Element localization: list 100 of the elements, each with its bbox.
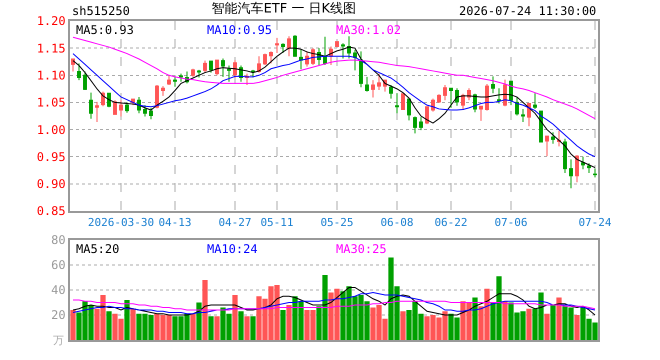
candlestick (89, 92, 93, 120)
y-tick-label: 1.10 (36, 68, 66, 82)
candlestick (275, 37, 279, 54)
bar (130, 308, 136, 340)
x-tick-label: 04-27 (218, 216, 252, 230)
candlestick (167, 74, 171, 86)
candlestick (143, 104, 147, 118)
bar (286, 305, 292, 340)
candlestick (365, 76, 369, 92)
y-tick-label: 40 (51, 283, 66, 298)
bar (280, 310, 286, 340)
text: 2026-07-24 11:30:00 (459, 4, 596, 18)
candlestick (359, 50, 363, 88)
candlestick (221, 58, 225, 78)
x-tick-label: 2026-03-30 (88, 216, 154, 230)
text: MA10:0.95 (207, 23, 272, 37)
candlestick (545, 136, 549, 157)
candlestick (521, 108, 525, 122)
text: sh515250 (72, 4, 130, 18)
candlestick (281, 42, 285, 54)
candlestick (335, 40, 339, 48)
candlestick (395, 92, 399, 114)
text: MA30:1.02 (336, 23, 402, 37)
x-tick-label: 06-22 (434, 216, 468, 230)
candlestick (497, 88, 501, 104)
candlestick (101, 91, 105, 107)
candlestick (209, 60, 213, 74)
candlestick (173, 76, 177, 88)
candlestick (197, 69, 201, 78)
candlestick (527, 102, 531, 127)
text: MA5:20 (76, 242, 120, 256)
candlestick (503, 79, 507, 107)
candlestick (179, 73, 183, 82)
line-series (72, 292, 596, 314)
candlestick (71, 58, 75, 72)
candlestick (233, 60, 237, 78)
bar (526, 308, 532, 340)
line-series (72, 287, 596, 316)
candlestick (305, 50, 309, 68)
bar (544, 314, 550, 340)
candlestick (77, 62, 81, 81)
y-tick-label: 0.85 (36, 204, 66, 218)
bar (214, 316, 220, 340)
candlestick (449, 88, 453, 108)
candlestick (263, 53, 267, 66)
candlestick (137, 96, 141, 114)
bar (400, 311, 406, 340)
candlestick (257, 56, 261, 74)
candlestick (119, 100, 123, 118)
candlestick (515, 96, 519, 116)
candlestick (563, 138, 567, 174)
candlestick (203, 60, 207, 74)
candlestick (491, 76, 495, 94)
bar (574, 315, 580, 340)
candlestick (323, 36, 327, 66)
candlestick (539, 110, 543, 143)
chart-title: 智能汽车ETF 一 日K线图 (212, 2, 356, 17)
candlestick (161, 86, 165, 96)
candlestick (407, 98, 411, 121)
candlestick (569, 158, 573, 189)
y-tick-label: 1.20 (36, 14, 66, 28)
x-tick-label: 04-13 (158, 216, 192, 230)
candlestick (227, 65, 231, 82)
candlestick (347, 36, 351, 59)
candlestick (287, 36, 291, 57)
candlestick (113, 100, 117, 115)
candlestick (377, 73, 381, 90)
candlestick (389, 84, 393, 100)
candlestick (485, 83, 489, 112)
candlestick (95, 101, 99, 122)
bar (244, 316, 250, 340)
candlestick (125, 102, 129, 114)
candlestick (371, 80, 375, 98)
x-tick-label: 07-06 (494, 216, 528, 230)
candlestick (587, 162, 591, 174)
candlestick (455, 88, 459, 106)
candlestick (341, 42, 345, 59)
candlestick (269, 50, 273, 64)
candlestick (479, 105, 483, 122)
y-tick-label: 1.05 (36, 96, 66, 110)
y-tick-label: 80 (51, 233, 66, 248)
candlestick (401, 92, 405, 111)
candlestick (107, 92, 111, 108)
candlestick (467, 88, 471, 101)
y-tick-label: 1.00 (36, 122, 66, 137)
y-axis-title: 万 (53, 334, 64, 347)
line-series (72, 300, 596, 310)
text: MA30:25 (336, 242, 387, 256)
bar (250, 316, 256, 340)
candlestick (431, 98, 435, 112)
candlestick (551, 132, 555, 144)
y-tick-label: 0.90 (36, 177, 66, 192)
y-tick-label: 1.15 (36, 41, 66, 56)
bar (208, 316, 214, 340)
candlestick (425, 106, 429, 125)
candlestick (533, 92, 537, 110)
bar (202, 280, 208, 340)
candlestick (83, 70, 87, 90)
bar (238, 311, 244, 340)
line-series (72, 36, 596, 120)
